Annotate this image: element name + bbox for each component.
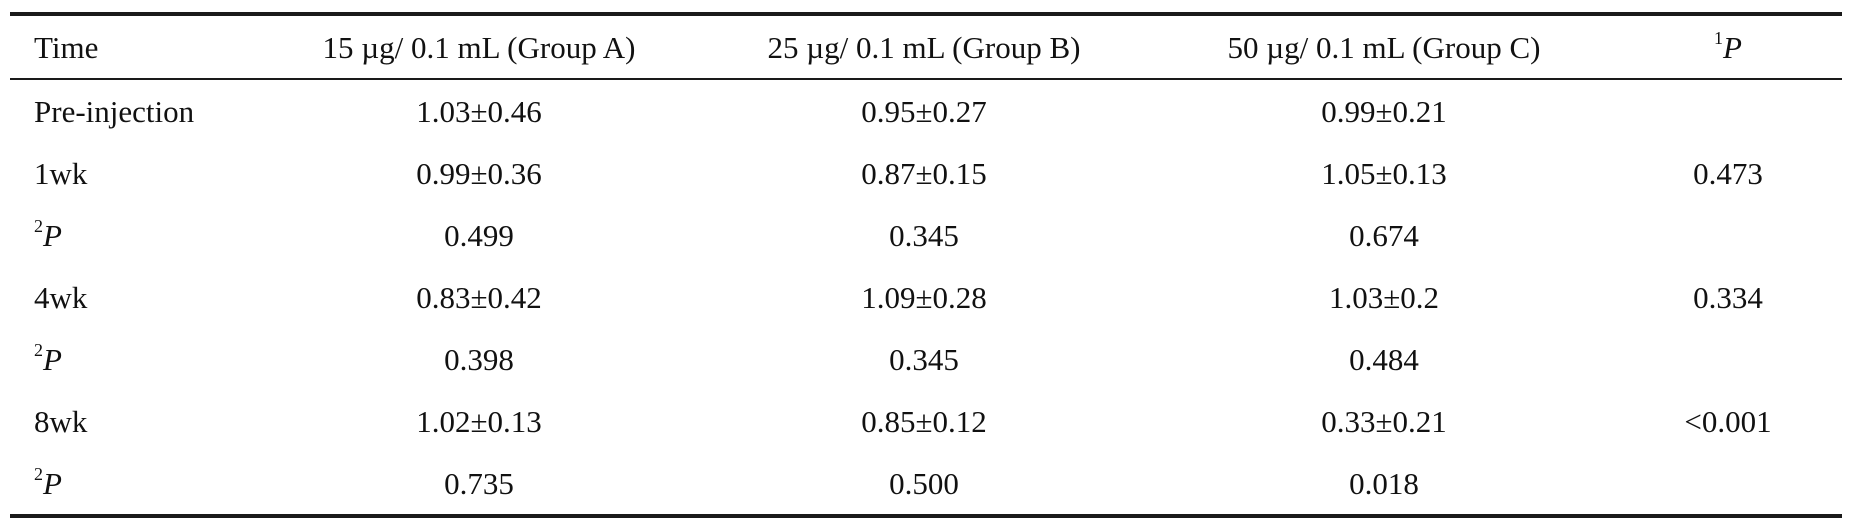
table-row: Pre-injection 1.03±0.46 0.95±0.27 0.99±0.21 — [10, 79, 1842, 142]
table-row: 1wk 0.99±0.36 0.87±0.15 1.05±0.13 0.473 — [10, 142, 1842, 204]
cell-group-c: 0.018 — [1349, 465, 1419, 501]
table-row: 2P 0.398 0.345 0.484 — [10, 328, 1842, 390]
cell-time: 4wk — [10, 266, 264, 328]
time-superscript: 2 — [34, 339, 43, 360]
table-row: 2P 0.735 0.500 0.018 — [10, 452, 1842, 516]
cell-group-c: 0.33±0.21 — [1321, 403, 1447, 439]
cell-time: 2P — [10, 328, 264, 390]
header-group-b: 25 µg/ 0.1 mL (Group B) — [767, 29, 1081, 65]
cell-p-value: 0.473 — [1693, 155, 1763, 191]
table-header: Time 15 µg/ 0.1 mL (Group A) 25 µg/ 0.1 … — [10, 14, 1842, 79]
header-p-superscript: 1 — [1714, 27, 1724, 48]
time-label: Pre-injection — [34, 93, 195, 129]
header-row: Time 15 µg/ 0.1 mL (Group A) 25 µg/ 0.1 … — [10, 14, 1842, 79]
cell-group-c: 1.05±0.13 — [1321, 155, 1447, 191]
time-label: P — [43, 341, 62, 377]
cell-time: 8wk — [10, 390, 264, 452]
cell-group-a: 1.02±0.13 — [416, 403, 542, 439]
cell-group-c: 1.03±0.2 — [1328, 279, 1439, 315]
header-time: Time — [34, 29, 99, 65]
cell-group-b: 0.500 — [889, 465, 959, 501]
cell-p-value: 0.334 — [1693, 279, 1763, 315]
header-p-value: 1P — [1614, 14, 1842, 79]
cell-p-value: <0.001 — [1684, 403, 1772, 439]
cell-time: 1wk — [10, 142, 264, 204]
time-superscript: 2 — [34, 215, 43, 236]
time-label: P — [43, 465, 62, 501]
cell-group-b: 0.345 — [889, 341, 959, 377]
cell-time: Pre-injection — [10, 79, 264, 142]
table-row: 8wk 1.02±0.13 0.85±0.12 0.33±0.21 <0.001 — [10, 390, 1842, 452]
cell-p-value — [1614, 204, 1842, 266]
results-table: Time 15 µg/ 0.1 mL (Group A) 25 µg/ 0.1 … — [10, 12, 1842, 518]
data-table-container: Time 15 µg/ 0.1 mL (Group A) 25 µg/ 0.1 … — [10, 12, 1842, 518]
cell-p-value — [1614, 452, 1842, 516]
time-label: 8wk — [34, 403, 88, 439]
cell-group-b: 0.85±0.12 — [861, 403, 987, 439]
cell-group-b: 0.87±0.15 — [861, 155, 987, 191]
cell-group-b: 0.345 — [889, 217, 959, 253]
cell-group-a: 1.03±0.46 — [416, 93, 542, 129]
cell-group-a: 0.83±0.42 — [416, 279, 542, 315]
cell-time: 2P — [10, 204, 264, 266]
cell-group-a: 0.99±0.36 — [416, 155, 542, 191]
time-superscript: 2 — [34, 463, 43, 484]
cell-group-a: 0.735 — [444, 465, 514, 501]
table-row: 4wk 0.83±0.42 1.09±0.28 1.03±0.2 0.334 — [10, 266, 1842, 328]
header-p-letter: P — [1723, 29, 1742, 65]
cell-time: 2P — [10, 452, 264, 516]
header-group-c: 50 µg/ 0.1 mL (Group C) — [1227, 29, 1541, 65]
cell-group-b: 0.95±0.27 — [861, 93, 987, 129]
cell-group-c: 0.674 — [1349, 217, 1419, 253]
table-body: Pre-injection 1.03±0.46 0.95±0.27 0.99±0.21… — [10, 79, 1842, 516]
time-label: 4wk — [34, 279, 88, 315]
cell-group-a: 0.499 — [444, 217, 514, 253]
cell-group-c: 0.484 — [1349, 341, 1419, 377]
cell-p-value — [1614, 79, 1842, 142]
time-label: 1wk — [34, 155, 88, 191]
cell-group-c: 0.99±0.21 — [1321, 93, 1447, 129]
header-group-a: 15 µg/ 0.1 mL (Group A) — [322, 29, 636, 65]
table-row: 2P 0.499 0.345 0.674 — [10, 204, 1842, 266]
time-label: P — [43, 217, 62, 253]
cell-p-value — [1614, 328, 1842, 390]
cell-group-b: 1.09±0.28 — [861, 279, 987, 315]
cell-group-a: 0.398 — [444, 341, 514, 377]
